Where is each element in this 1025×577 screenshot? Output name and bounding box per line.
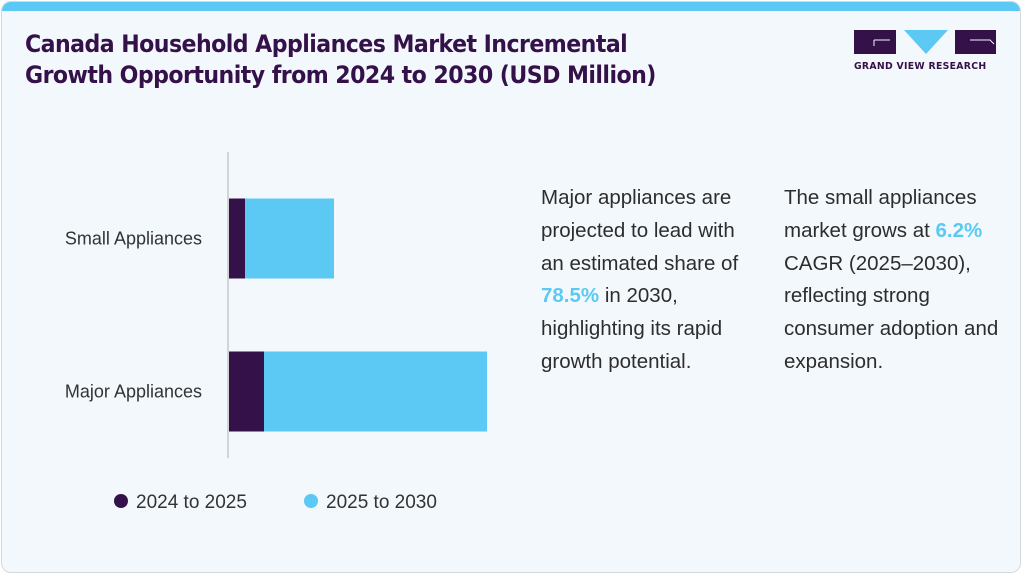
bar-small-appliances-series-0 xyxy=(229,198,245,279)
note-text: in 2030, highlighting its rapid growth p… xyxy=(541,284,723,373)
note-highlight: 6.2% xyxy=(935,218,983,242)
accent-top-bar xyxy=(2,2,1020,11)
bar-major-appliances-series-1 xyxy=(264,351,487,432)
category-tick-label: Small Appliances xyxy=(65,229,202,249)
note-text: The small appliances market grows at xyxy=(784,186,977,242)
bar-major-appliances-series-0 xyxy=(229,351,264,432)
category-tick-label: Major Appliances xyxy=(65,382,202,402)
insight-small-appliances: The small appliances market grows at 6.2… xyxy=(784,182,999,379)
legend-marker-dark xyxy=(114,493,128,508)
legend-item-2025-2030: 2025 to 2030 xyxy=(304,492,437,514)
insight-major-appliances: Major appliances are projected to lead w… xyxy=(541,182,751,379)
logo-text: GRAND VIEW RESEARCH xyxy=(854,61,987,72)
note-highlight: 78.5% xyxy=(541,284,600,308)
page-title: Canada Household Appliances Market Incre… xyxy=(25,29,724,91)
title-line-2: Growth Opportunity from 2024 to 2030 (US… xyxy=(25,61,656,89)
gvr-logo-icon xyxy=(854,30,996,54)
legend-label: 2024 to 2025 xyxy=(136,492,247,513)
title-line-1: Canada Household Appliances Market Incre… xyxy=(25,30,628,58)
note-text: CAGR (2025–2030), reflecting strong cons… xyxy=(784,251,999,373)
legend-marker-light xyxy=(304,493,318,508)
bar-small-appliances-series-1 xyxy=(245,198,334,279)
legend-item-2024-2025: 2024 to 2025 xyxy=(114,492,247,514)
legend-label: 2025 to 2030 xyxy=(326,492,437,513)
note-text: Major appliances are projected to lead w… xyxy=(541,186,739,275)
bar-chart: Small Appliances Major Appliances xyxy=(65,152,487,458)
